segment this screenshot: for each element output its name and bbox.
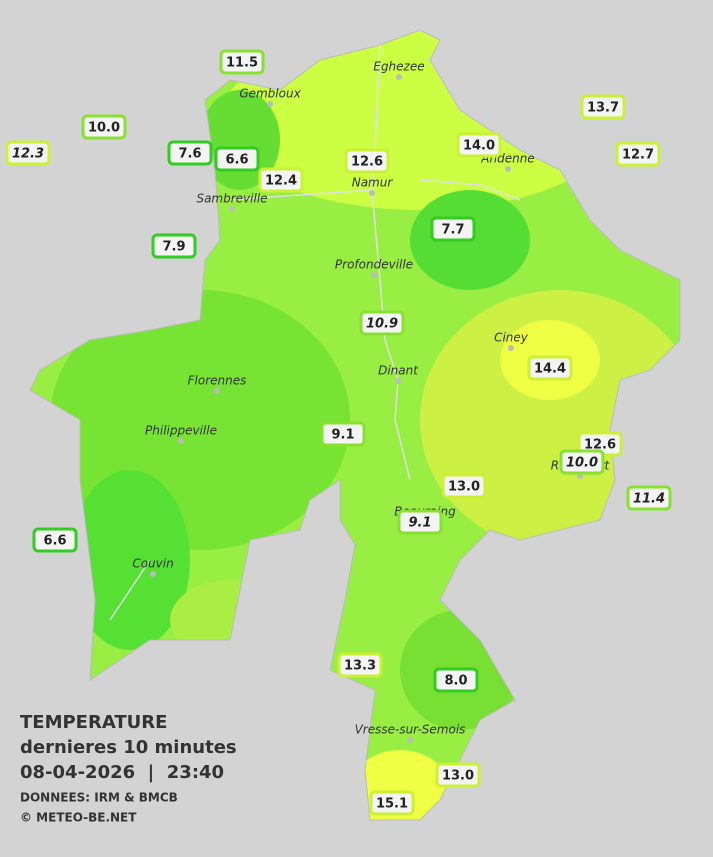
station-value: 13.7 [587,101,619,116]
rivers [109,44,521,621]
station-value: 10.0 [88,121,120,136]
station-value: 13.0 [448,480,480,495]
datetime: 08-04-2026 | 23:40 [20,762,224,783]
station-box [214,146,260,172]
station-box [5,140,51,166]
station-value: 9.1 [331,428,354,443]
station-box [433,667,479,693]
town-dot [229,206,235,212]
source: DONNEES: IRM & BMCB [20,791,178,805]
town-dot [407,737,413,743]
station-value: 10.0 [566,456,598,471]
station-value: 6.6 [225,153,248,168]
station-box [344,148,390,174]
town-dot [396,74,402,80]
station-box [151,233,197,259]
station-box [397,509,443,535]
town-label: Ciney [494,331,529,345]
station-box [559,449,605,475]
town-dot [267,101,273,107]
station-box [430,216,476,242]
station-box [219,49,265,75]
town-dot [508,345,514,351]
station-box [456,132,502,158]
town-label: Philippeville [145,424,217,438]
station-value: 14.4 [534,362,566,377]
station-value: 7.9 [162,240,185,255]
station-value: 11.5 [226,56,258,71]
station-box [258,167,304,193]
town-dot [505,166,511,172]
station-box [337,652,383,678]
town-dot [178,438,184,444]
station-value: 7.7 [441,223,464,238]
station-box [359,310,405,336]
station-value: 10.9 [366,317,398,332]
copyright: © METEO-BE.NET [20,811,137,825]
station-box [527,355,573,381]
town-label: Dinant [378,364,419,378]
station-value: 12.6 [584,438,616,453]
town-dot [369,190,375,196]
station-box [435,762,481,788]
station-box [615,141,661,167]
subtitle: dernieres 10 minutes [20,737,237,758]
town-dot [214,388,220,394]
station-box [32,527,78,553]
station-value: 15.1 [376,797,408,812]
station-value: 8.0 [444,674,467,689]
station-value: 13.0 [442,769,474,784]
station-box [369,790,415,816]
station-value: 13.3 [344,659,376,674]
station-value: 12.4 [265,174,297,189]
town-label: Couvin [132,557,173,571]
station-value: 9.1 [408,516,431,531]
town-label: Florennes [188,374,247,388]
town-label: Profondeville [335,258,413,272]
title: TEMPERATURE [20,712,167,733]
header: TEMPERATURE dernieres 10 minutes 08-04-2… [20,712,237,825]
town-label: Eghezee [373,60,424,74]
station-value: 11.4 [633,492,665,507]
station-box [81,114,127,140]
town-label: Sambreville [196,192,267,206]
station-box [626,485,672,511]
station-value: 12.7 [622,148,654,163]
town-dot [150,571,156,577]
station-box [320,421,366,447]
town-dot [395,378,401,384]
town-label: Gembloux [239,87,301,101]
station-value: 12.6 [351,155,383,170]
station-box [167,140,213,166]
station-box [580,94,626,120]
station-value: 6.6 [43,534,66,549]
town-label: Vresse-sur-Semois [355,723,466,737]
station-box [441,473,487,499]
town-dot [371,272,377,278]
station-value: 7.6 [178,147,201,162]
station-value: 12.3 [12,147,44,162]
town-label: Namur [352,176,394,190]
station-value: 14.0 [463,139,495,154]
